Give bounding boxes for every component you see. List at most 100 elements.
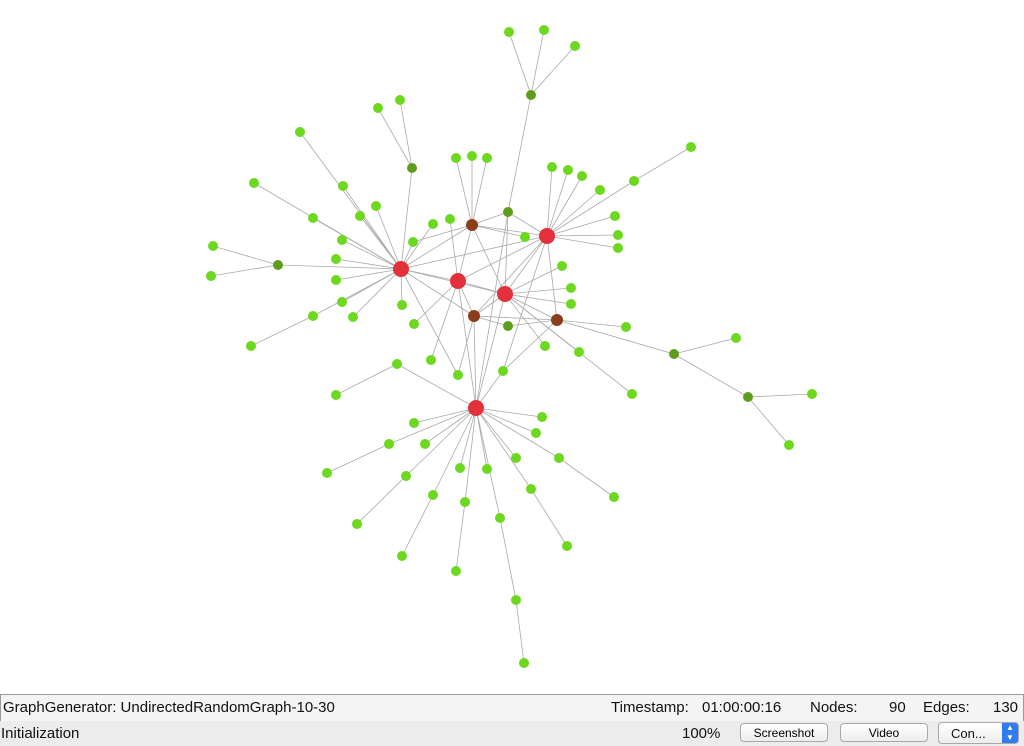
hub-node[interactable] (497, 286, 513, 302)
leaf-node[interactable] (547, 162, 557, 172)
leaf-node[interactable] (807, 389, 817, 399)
bridge-node[interactable] (468, 310, 480, 322)
leaf-node[interactable] (731, 333, 741, 343)
leaf-node[interactable] (428, 490, 438, 500)
leaf-node[interactable] (495, 513, 505, 523)
leaf-node[interactable] (409, 418, 419, 428)
leaf-node[interactable] (566, 299, 576, 309)
leaf-node[interactable] (613, 230, 623, 240)
leaf-node[interactable] (519, 658, 529, 668)
leaf-node[interactable] (249, 178, 259, 188)
leaf-node[interactable] (526, 484, 536, 494)
leaf-node[interactable] (409, 319, 419, 329)
leaf-node[interactable] (482, 464, 492, 474)
leaf-node[interactable] (566, 283, 576, 293)
leaf-node[interactable] (206, 271, 216, 281)
leaf-node[interactable] (520, 232, 530, 242)
hub-node[interactable] (539, 228, 555, 244)
leaf-node[interactable] (392, 359, 402, 369)
leaf-node[interactable] (540, 341, 550, 351)
leaf-node[interactable] (451, 566, 461, 576)
leaf-node[interactable] (686, 142, 696, 152)
leaf-node[interactable] (395, 95, 405, 105)
video-button[interactable]: Video (840, 723, 928, 742)
graph-edge (400, 235, 548, 270)
leaf-node[interactable] (246, 341, 256, 351)
leaf-node[interactable] (554, 453, 564, 463)
leaf-node[interactable] (563, 165, 573, 175)
leaf-node[interactable] (420, 439, 430, 449)
leaf-node[interactable] (539, 25, 549, 35)
leaf-node[interactable] (511, 453, 521, 463)
leaf-node[interactable] (577, 171, 587, 181)
leaf-node[interactable] (408, 237, 418, 247)
leaf-node[interactable] (455, 463, 465, 473)
leaf-node[interactable] (352, 519, 362, 529)
hub-node[interactable] (468, 400, 484, 416)
leaf-node[interactable] (371, 201, 381, 211)
leaf-node[interactable] (338, 181, 348, 191)
graph-edge (430, 280, 459, 361)
bridge-node[interactable] (466, 219, 478, 231)
leaf-node[interactable] (428, 219, 438, 229)
leaf-node[interactable] (467, 151, 477, 161)
leaf-node[interactable] (373, 103, 383, 113)
mid-node[interactable] (526, 90, 536, 100)
leaf-node[interactable] (295, 127, 305, 137)
leaf-node[interactable] (562, 541, 572, 551)
mid-node[interactable] (743, 392, 753, 402)
mid-node[interactable] (273, 260, 283, 270)
graph-edge (377, 107, 413, 169)
leaf-node[interactable] (609, 492, 619, 502)
leaf-node[interactable] (621, 322, 631, 332)
leaf-node[interactable] (401, 471, 411, 481)
leaf-node[interactable] (397, 300, 407, 310)
mid-node[interactable] (503, 321, 513, 331)
leaf-node[interactable] (613, 243, 623, 253)
leaf-node[interactable] (537, 412, 547, 422)
leaf-node[interactable] (384, 439, 394, 449)
leaf-node[interactable] (574, 347, 584, 357)
leaf-node[interactable] (322, 468, 332, 478)
leaf-node[interactable] (629, 176, 639, 186)
leaf-node[interactable] (504, 27, 514, 37)
leaf-node[interactable] (482, 153, 492, 163)
leaf-node[interactable] (595, 185, 605, 195)
leaf-node[interactable] (610, 211, 620, 221)
graph-edge (459, 407, 477, 469)
leaf-node[interactable] (337, 297, 347, 307)
leaf-node[interactable] (570, 41, 580, 51)
leaf-node[interactable] (445, 214, 455, 224)
leaf-node[interactable] (453, 370, 463, 380)
leaf-node[interactable] (331, 254, 341, 264)
mid-node[interactable] (407, 163, 417, 173)
mid-node[interactable] (669, 349, 679, 359)
leaf-node[interactable] (627, 389, 637, 399)
leaf-node[interactable] (531, 428, 541, 438)
mid-node[interactable] (503, 207, 513, 217)
leaf-node[interactable] (498, 366, 508, 376)
screenshot-button[interactable]: Screenshot (740, 723, 828, 742)
leaf-node[interactable] (784, 440, 794, 450)
graph-canvas[interactable] (0, 0, 1024, 694)
leaf-node[interactable] (397, 551, 407, 561)
leaf-node[interactable] (451, 153, 461, 163)
leaf-node[interactable] (557, 261, 567, 271)
leaf-node[interactable] (331, 390, 341, 400)
control-select[interactable]: Con... ▲ ▼ (938, 722, 1019, 744)
leaf-node[interactable] (308, 311, 318, 321)
leaf-node[interactable] (208, 241, 218, 251)
bridge-node[interactable] (551, 314, 563, 326)
graph-edge (400, 223, 434, 270)
leaf-node[interactable] (331, 275, 341, 285)
graph-edge (335, 363, 398, 396)
hub-node[interactable] (393, 261, 409, 277)
leaf-node[interactable] (337, 235, 347, 245)
leaf-node[interactable] (426, 355, 436, 365)
leaf-node[interactable] (308, 213, 318, 223)
hub-node[interactable] (450, 273, 466, 289)
leaf-node[interactable] (348, 312, 358, 322)
leaf-node[interactable] (355, 211, 365, 221)
leaf-node[interactable] (460, 497, 470, 507)
leaf-node[interactable] (511, 595, 521, 605)
